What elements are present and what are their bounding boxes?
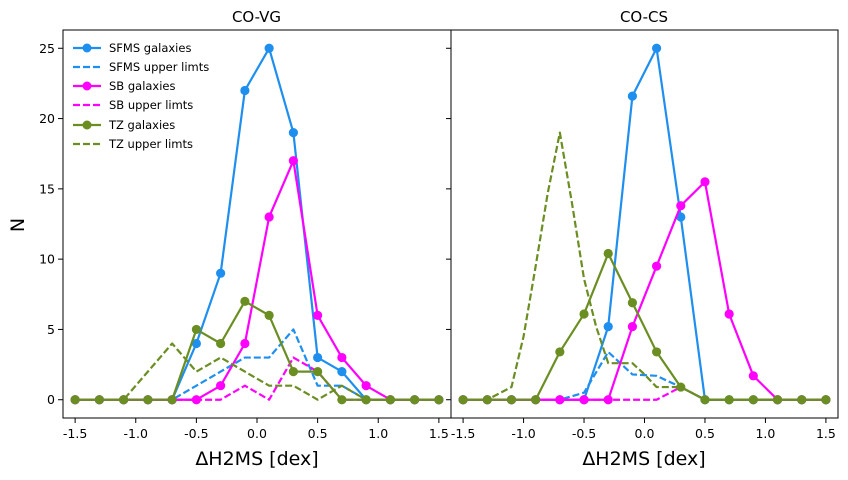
data-point [603, 322, 613, 332]
data-point [313, 367, 323, 377]
data-point [240, 85, 250, 96]
data-point [676, 212, 686, 222]
data-point [216, 338, 226, 349]
data-point [191, 338, 201, 349]
y-axis-label: N [7, 218, 29, 232]
data-point [676, 201, 686, 211]
data-point [337, 395, 347, 405]
data-point [579, 309, 589, 319]
data-point [240, 338, 250, 349]
x-axis-label-co-vg: ΔH2MS [dex] [195, 448, 318, 470]
data-point [313, 352, 323, 363]
data-point [288, 156, 298, 166]
series-layer-co-vg [70, 43, 444, 405]
plot-frame-co-cs [450, 29, 839, 419]
x-tick-label: -1.0 [124, 426, 148, 441]
x-ticks-co-vg: -1.5 -1.0 -0.5 0.0 0.5 1.0 1.5 [63, 418, 449, 441]
data-point [603, 248, 613, 259]
data-point [264, 212, 274, 222]
y-ticks-co-cs [446, 47, 451, 401]
series-line-0-3 [75, 356, 439, 401]
data-point [191, 324, 201, 335]
x-tick-label: 0.5 [308, 426, 328, 441]
legend-entry-tz-galaxies: TZ galaxies [73, 118, 175, 132]
y-tick-label: 0 [47, 392, 55, 407]
legend-label: SB galaxies [109, 79, 176, 93]
data-point [288, 367, 298, 377]
legend-label: TZ galaxies [108, 118, 175, 132]
data-point [240, 296, 250, 306]
legend-entry-sb-upper-limts: SB upper limts [73, 98, 193, 112]
data-point [651, 43, 662, 53]
data-point [724, 309, 734, 319]
x-tick-label: -0.5 [572, 426, 596, 441]
data-point [627, 322, 638, 332]
series-line-1-2 [463, 180, 826, 401]
data-point [264, 310, 274, 320]
y-tick-label: 10 [39, 252, 55, 267]
data-point [167, 395, 177, 405]
x-tick-label: 1.5 [816, 426, 836, 441]
x-tick-label: 0.5 [695, 426, 715, 441]
x-tick-label: 1.5 [429, 426, 449, 441]
data-point [288, 128, 298, 138]
data-point [337, 352, 347, 363]
x-tick-label: -1.5 [451, 426, 475, 441]
panel-title-co-vg: CO-VG [232, 8, 281, 26]
series-line-1-0 [463, 47, 826, 401]
data-point [216, 268, 226, 278]
data-point [313, 310, 323, 320]
data-point [627, 91, 638, 101]
legend-label: TZ upper limts [108, 137, 193, 151]
data-point [772, 395, 783, 405]
x-tick-label: -1.0 [511, 426, 535, 441]
y-tick-label: 25 [39, 41, 55, 56]
data-point [361, 381, 371, 391]
x-tick-label: 0.0 [635, 426, 655, 441]
data-point [555, 347, 565, 357]
data-point [821, 395, 831, 405]
x-tick-label: 1.0 [755, 426, 775, 441]
y-ticks-co-vg: 0 5 10 15 20 25 [39, 41, 63, 407]
data-point [216, 381, 226, 391]
x-axis-label-co-cs: ΔH2MS [dex] [582, 448, 705, 470]
series-line-0-5 [75, 342, 439, 401]
x-tick-label: -1.5 [63, 426, 87, 441]
data-point [264, 43, 274, 53]
data-point [627, 298, 638, 308]
x-tick-label: 0.0 [247, 426, 267, 441]
data-point [337, 367, 347, 377]
panel-co-cs: CO-CS ΔH2MS [dex] -1.5 -1.0 -0.5 0.0 0.5 1.0 1… [446, 8, 839, 470]
x-tick-label: 1.0 [368, 426, 388, 441]
data-point [506, 395, 517, 405]
legend: SFMS galaxies SFMS upper limts SB galaxi… [73, 41, 209, 151]
legend-entry-sfms-galaxies: SFMS galaxies [73, 41, 191, 55]
data-point [748, 371, 758, 381]
y-tick-label: 5 [47, 322, 55, 337]
y-tick-label: 20 [39, 111, 55, 126]
data-point [651, 261, 662, 271]
legend-entry-sb-galaxies: SB galaxies [73, 79, 176, 93]
panel-co-vg: CO-VG ΔH2MS [dex] -1.5 -1.0 -0.5 0.0 0.5 1.0 1… [39, 8, 452, 470]
legend-label: SFMS galaxies [109, 41, 191, 55]
panel-title-co-cs: CO-CS [620, 8, 668, 26]
series-layer-co-cs [458, 43, 831, 405]
data-point [531, 395, 541, 405]
y-tick-label: 15 [39, 181, 55, 196]
legend-entry-tz-upper-limts: TZ upper limts [73, 137, 193, 151]
data-point [700, 177, 710, 187]
data-point [651, 347, 662, 357]
x-ticks-co-cs: -1.5 -1.0 -0.5 0.0 0.5 1.0 1.5 [451, 418, 836, 441]
x-tick-label: -0.5 [184, 426, 208, 441]
data-point [143, 395, 153, 405]
legend-label: SB upper limts [109, 98, 193, 112]
series-line-0-4 [75, 300, 439, 401]
series-line-0-2 [75, 159, 439, 401]
series-line-1-4 [463, 252, 826, 401]
series-line-0-1 [75, 328, 439, 401]
legend-entry-sfms-upper-limts: SFMS upper limts [73, 60, 209, 74]
legend-label: SFMS upper limts [109, 60, 209, 74]
series-line-1-5 [463, 131, 826, 401]
